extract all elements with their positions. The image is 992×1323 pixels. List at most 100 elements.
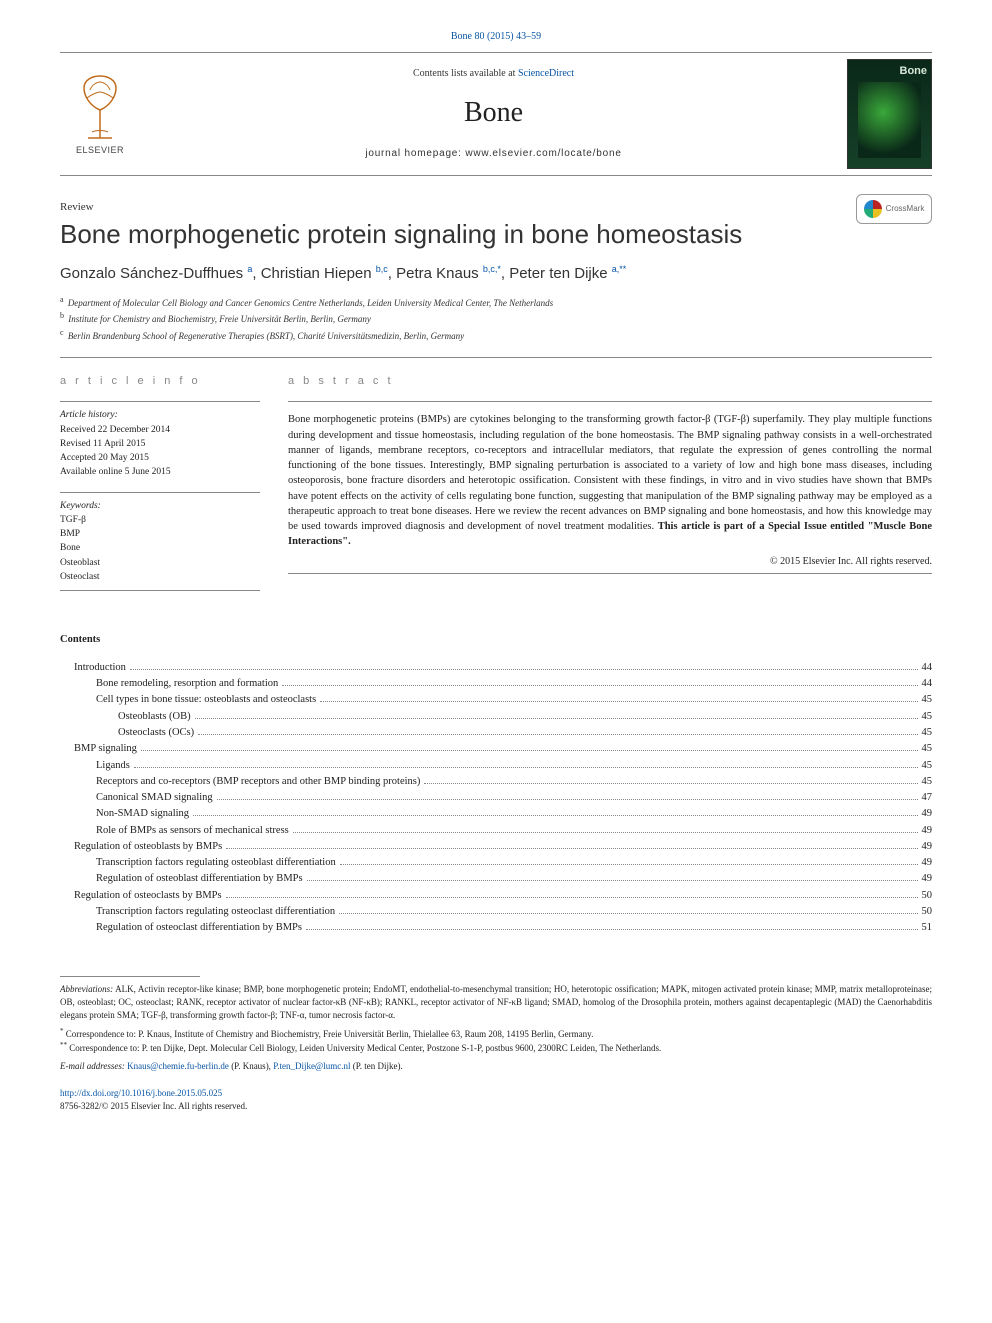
toc-leader [198, 734, 917, 735]
citation-link[interactable]: Bone 80 (2015) 43–59 [451, 31, 541, 42]
email-who: (P. Knaus), [229, 1061, 273, 1071]
abstract-heading: a b s t r a c t [288, 374, 932, 389]
toc-label: Regulation of osteoblast differentiation… [96, 871, 303, 887]
email-label: E-mail addresses: [60, 1061, 127, 1071]
article-info-column: a r t i c l e i n f o Article history: R… [60, 374, 260, 603]
author: Peter ten Dijke a,** [509, 265, 626, 282]
toc-leader [340, 864, 918, 865]
toc-page: 50 [922, 904, 933, 920]
toc-page: 45 [922, 774, 933, 790]
toc-label: Canonical SMAD signaling [96, 790, 213, 806]
toc-entry[interactable]: Ligands 45 [60, 758, 932, 774]
toc-entry[interactable]: Regulation of osteoblasts by BMPs 49 [60, 839, 932, 855]
article-info-heading: a r t i c l e i n f o [60, 374, 260, 389]
history-line: Revised 11 April 2015 [60, 437, 260, 451]
toc-label: BMP signaling [74, 741, 137, 757]
email-who: (P. ten Dijke). [350, 1061, 402, 1071]
toc-label: Bone remodeling, resorption and formatio… [96, 676, 278, 692]
abstract-body: Bone morphogenetic proteins (BMPs) are c… [288, 414, 932, 532]
correspondence-line: * Correspondence to: P. Knaus, Institute… [60, 1027, 932, 1041]
doi-link[interactable]: http://dx.doi.org/10.1016/j.bone.2015.05… [60, 1088, 222, 1098]
toc-entry[interactable]: BMP signaling 45 [60, 741, 932, 757]
toc-page: 45 [922, 758, 933, 774]
elsevier-tree-icon [70, 72, 130, 142]
toc-entry[interactable]: Regulation of osteoblast differentiation… [60, 871, 932, 887]
journal-cover-thumbnail: Bone [847, 59, 932, 169]
toc-label: Regulation of osteoclast differentiation… [96, 920, 302, 936]
publisher-label: ELSEVIER [76, 144, 124, 157]
issn-copyright: 8756-3282/© 2015 Elsevier Inc. All right… [60, 1101, 247, 1111]
toc-leader [134, 767, 918, 768]
crossmark-icon [864, 200, 882, 218]
toc-entry[interactable]: Osteoblasts (OB) 45 [60, 709, 932, 725]
toc-leader [293, 832, 918, 833]
toc-entry[interactable]: Regulation of osteoclasts by BMPs 50 [60, 888, 932, 904]
email-link[interactable]: Knaus@chemie.fu-berlin.de [127, 1061, 229, 1071]
toc-leader [424, 783, 917, 784]
email-link[interactable]: P.ten_Dijke@lumc.nl [273, 1061, 350, 1071]
toc-page: 44 [922, 660, 933, 676]
toc-entry[interactable]: Transcription factors regulating osteobl… [60, 855, 932, 871]
toc-page: 49 [922, 839, 933, 855]
toc-leader [193, 815, 917, 816]
toc-leader [195, 718, 918, 719]
affiliation: c Berlin Brandenburg School of Regenerat… [60, 327, 932, 344]
toc-page: 49 [922, 823, 933, 839]
toc-label: Transcription factors regulating osteocl… [96, 904, 335, 920]
journal-cover-image [858, 82, 921, 158]
toc-page: 50 [922, 888, 933, 904]
toc-leader [282, 685, 917, 686]
homepage-label: journal homepage: [365, 148, 465, 159]
keyword: BMP [60, 527, 260, 541]
author: Petra Knaus b,c,* [396, 265, 501, 282]
toc-entry[interactable]: Bone remodeling, resorption and formatio… [60, 676, 932, 692]
sciencedirect-link[interactable]: ScienceDirect [518, 68, 574, 79]
toc-label: Non-SMAD signaling [96, 806, 189, 822]
toc-page: 49 [922, 855, 933, 871]
table-of-contents: Introduction 44 Bone remodeling, resorpt… [60, 660, 932, 937]
toc-leader [226, 897, 918, 898]
toc-entry[interactable]: Role of BMPs as sensors of mechanical st… [60, 823, 932, 839]
toc-leader [307, 880, 918, 881]
toc-leader [226, 848, 917, 849]
correspondence-block: * Correspondence to: P. Knaus, Institute… [60, 1027, 932, 1054]
toc-entry[interactable]: Introduction 44 [60, 660, 932, 676]
keyword: TGF-β [60, 513, 260, 527]
toc-entry[interactable]: Regulation of osteoclast differentiation… [60, 920, 932, 936]
author: Gonzalo Sánchez-Duffhues a [60, 265, 252, 282]
keywords-block: Keywords: TGF-βBMPBoneOsteoblastOsteocla… [60, 492, 260, 592]
keyword: Osteoclast [60, 570, 260, 584]
citation-line: Bone 80 (2015) 43–59 [60, 30, 932, 44]
toc-entry[interactable]: Cell types in bone tissue: osteoblasts a… [60, 692, 932, 708]
abbreviations-label: Abbreviations: [60, 984, 113, 994]
homepage-url[interactable]: www.elsevier.com/locate/bone [465, 148, 621, 159]
toc-entry[interactable]: Transcription factors regulating osteocl… [60, 904, 932, 920]
email-addresses: E-mail addresses: Knaus@chemie.fu-berlin… [60, 1060, 932, 1073]
correspondence-line: ** Correspondence to: P. ten Dijke, Dept… [60, 1041, 932, 1055]
contents-available-line: Contents lists available at ScienceDirec… [140, 67, 847, 81]
article-history-block: Article history: Received 22 December 20… [60, 401, 260, 479]
toc-page: 45 [922, 709, 933, 725]
abstract-copyright: © 2015 Elsevier Inc. All rights reserved… [288, 555, 932, 569]
journal-cover-title: Bone [900, 64, 928, 79]
history-line: Received 22 December 2014 [60, 423, 260, 437]
toc-page: 51 [922, 920, 933, 936]
toc-entry[interactable]: Osteoclasts (OCs) 45 [60, 725, 932, 741]
authors-line: Gonzalo Sánchez-Duffhues a, Christian Hi… [60, 263, 932, 284]
crossmark-badge[interactable]: CrossMark [856, 194, 932, 224]
toc-leader [339, 913, 917, 914]
toc-label: Role of BMPs as sensors of mechanical st… [96, 823, 289, 839]
history-line: Accepted 20 May 2015 [60, 451, 260, 465]
journal-homepage: journal homepage: www.elsevier.com/locat… [140, 147, 847, 161]
history-line: Available online 5 June 2015 [60, 465, 260, 479]
toc-entry[interactable]: Canonical SMAD signaling 47 [60, 790, 932, 806]
keywords-label: Keywords: [60, 499, 260, 513]
toc-entry[interactable]: Non-SMAD signaling 49 [60, 806, 932, 822]
masthead-center: Contents lists available at ScienceDirec… [140, 67, 847, 160]
toc-leader [130, 669, 918, 670]
toc-entry[interactable]: Receptors and co-receptors (BMP receptor… [60, 774, 932, 790]
affiliation: a Department of Molecular Cell Biology a… [60, 294, 932, 311]
journal-title: Bone [140, 93, 847, 132]
toc-label: Introduction [74, 660, 126, 676]
toc-label: Transcription factors regulating osteobl… [96, 855, 336, 871]
